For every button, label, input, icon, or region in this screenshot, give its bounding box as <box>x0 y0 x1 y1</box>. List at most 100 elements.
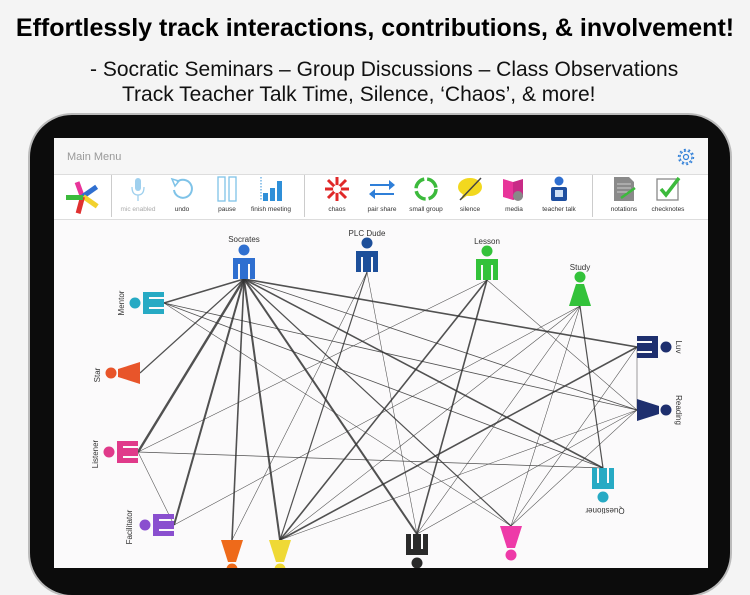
interaction-line <box>231 278 245 541</box>
participant-label: Reading <box>674 395 683 425</box>
interaction-line <box>137 279 488 453</box>
interaction-line <box>486 279 638 411</box>
participant-lesson[interactable] <box>476 245 498 281</box>
participant-reading[interactable] <box>637 399 672 421</box>
participant-socrates[interactable] <box>233 244 255 280</box>
interaction-line <box>243 278 418 535</box>
interaction-lines <box>136 271 638 541</box>
participant-label: Listener <box>91 439 100 468</box>
person-body-icon <box>221 540 243 562</box>
toolbar-label: chaos <box>328 206 346 213</box>
chaos-button[interactable]: chaos <box>310 175 364 219</box>
toolbar-label: silence <box>459 206 481 213</box>
teacher-talk-icon <box>551 176 567 201</box>
small-group-button[interactable]: small group <box>399 175 453 219</box>
interaction-line <box>163 278 245 304</box>
participant-label: Luv <box>674 341 683 354</box>
person-body-icon <box>592 468 614 489</box>
notations-button[interactable]: notations <box>597 175 651 219</box>
person-body-icon <box>569 284 591 306</box>
toolbar-label: notations <box>610 206 638 213</box>
interaction-line <box>416 409 638 535</box>
participant-label: Mentor <box>117 290 126 315</box>
toolbar-label: undo <box>174 206 190 213</box>
toolbar-label: pair share <box>367 206 397 213</box>
pause-button[interactable]: pause <box>200 175 254 219</box>
interaction-line <box>163 302 512 527</box>
media-button[interactable]: media <box>487 175 541 219</box>
notations-icon <box>614 177 636 201</box>
toolbar-divider <box>111 175 112 217</box>
checknotes-button[interactable]: checknotes <box>641 175 695 219</box>
interaction-line <box>243 278 281 541</box>
interaction-line <box>137 451 604 469</box>
participant-label: Study <box>570 263 590 272</box>
finish-meeting-button[interactable]: finish meeting <box>244 175 298 219</box>
participant-orange[interactable] <box>221 540 243 568</box>
undo-icon <box>170 177 193 199</box>
interaction-line <box>510 346 638 527</box>
chaos-icon <box>325 177 349 201</box>
mic-enabled-button[interactable]: mic enabled <box>111 175 165 219</box>
participant-label: PLC Dude <box>349 229 386 238</box>
toolbar-label: finish meeting <box>250 206 292 213</box>
participant-label: Star <box>93 367 102 382</box>
person-body-icon <box>233 258 255 279</box>
interaction-map[interactable]: Socrates PLC Dude Lesson Study Mentor Star Lis… <box>54 220 708 568</box>
participant-mentor[interactable] <box>129 292 165 314</box>
interaction-line <box>163 302 638 411</box>
participant-luv[interactable] <box>637 336 672 358</box>
promo-line-1: - Socratic Seminars – Group Discussions … <box>90 58 679 81</box>
interaction-line <box>136 278 246 453</box>
participant-label: Facilitator <box>125 509 134 544</box>
interaction-line <box>366 271 418 535</box>
interaction-line <box>243 278 604 469</box>
person-body-icon <box>637 399 659 421</box>
participant-pink[interactable] <box>500 526 522 561</box>
pair-share-button[interactable]: pair share <box>355 175 409 219</box>
toolbar-label: small group <box>409 206 443 213</box>
participant-listener[interactable] <box>103 441 139 463</box>
person-body-icon <box>118 362 140 384</box>
participant-black[interactable] <box>406 534 428 568</box>
toolbar-label: media <box>505 206 523 213</box>
toolbar: mic enabled undo pause finish meeting ch… <box>54 175 708 220</box>
person-head-icon <box>481 245 493 257</box>
participant-plc[interactable] <box>356 237 378 273</box>
person-body-icon <box>153 514 174 536</box>
interaction-line <box>279 271 368 541</box>
person-head-icon <box>226 563 238 568</box>
pause-icon <box>217 176 237 202</box>
participant-questioner[interactable] <box>592 468 614 503</box>
person-body-icon <box>117 441 138 463</box>
person-head-icon <box>139 519 151 531</box>
gear-icon[interactable] <box>676 147 696 167</box>
participant-yellow[interactable] <box>269 540 291 568</box>
silence-button[interactable]: silence <box>443 175 497 219</box>
person-body-icon <box>637 336 658 358</box>
interaction-line <box>139 278 245 374</box>
toolbar-divider <box>592 175 593 217</box>
toolbar-divider <box>304 175 305 217</box>
person-body-icon <box>143 292 164 314</box>
checknotes-icon <box>656 176 681 201</box>
interaction-line <box>416 279 488 535</box>
participant-study[interactable] <box>569 271 591 307</box>
participant-label: Socrates <box>228 235 260 244</box>
interaction-line <box>510 409 638 527</box>
interaction-line <box>416 305 581 535</box>
person-body-icon <box>269 540 291 562</box>
undo-button[interactable]: undo <box>155 175 209 219</box>
participant-star[interactable] <box>105 362 141 384</box>
toolbar-label: mic enabled <box>120 206 156 213</box>
interaction-line <box>173 305 581 526</box>
navigation-bar: Main Menu <box>54 138 708 175</box>
silence-icon <box>458 177 482 201</box>
participant-label: Lesson <box>474 237 500 246</box>
participant-facilitator[interactable] <box>139 514 175 536</box>
person-body-icon <box>476 259 498 280</box>
interaction-line <box>579 305 604 469</box>
interaction-line <box>279 346 638 541</box>
teacher-talk-button[interactable]: teacher talk <box>532 175 586 219</box>
interaction-line <box>173 278 245 526</box>
